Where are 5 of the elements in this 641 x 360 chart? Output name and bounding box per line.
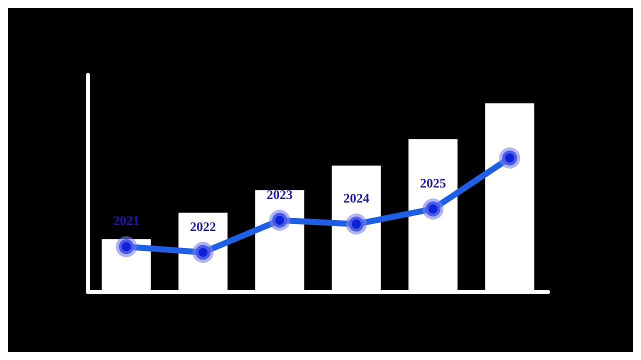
x-tick-label: 2021 <box>113 213 140 228</box>
x-tick-label: 2024 <box>343 190 370 206</box>
x-tick-label: 2025 <box>420 175 446 190</box>
x-tick-label: 2023 <box>266 186 294 202</box>
x-tick-label: 2022 <box>190 218 216 234</box>
